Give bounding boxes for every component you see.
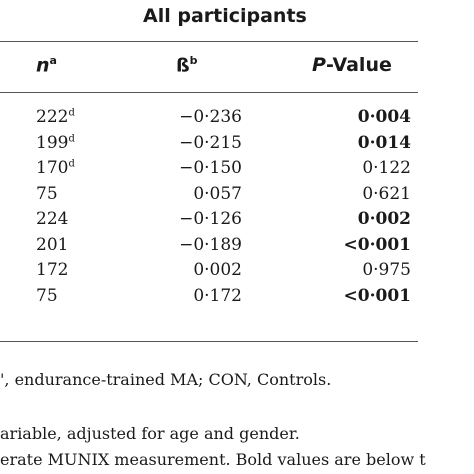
table-row: 222d −0·236 0·004	[0, 107, 474, 133]
header-n-text: n	[36, 54, 50, 77]
cell-beta: −0·150	[179, 158, 242, 178]
cell-n-footnote-mark: d	[68, 158, 75, 170]
cell-n-value: 170	[36, 158, 69, 178]
cell-n-value: 75	[36, 285, 58, 306]
cell-n-value: 201	[36, 234, 69, 255]
cell-p-value: 0·004	[357, 107, 411, 127]
cell-n: 224	[36, 209, 68, 229]
cell-n: 75	[36, 286, 58, 306]
cell-n-value: 75	[36, 183, 58, 204]
cell-p-value: 0·122	[362, 158, 411, 178]
group-title-text: All participants	[143, 5, 307, 27]
cell-n-value: 222	[36, 107, 69, 127]
cell-beta: −0·215	[179, 132, 242, 153]
table-row: 170d −0·150 0·122	[0, 158, 474, 184]
table-row: 224 −0·126 0·002	[0, 209, 474, 235]
cell-p-value: 0·002	[357, 209, 411, 229]
footnote-2: ariable, adjusted for age and gender.	[0, 424, 300, 443]
header-p-rest: -Value	[325, 54, 392, 76]
cell-beta: 0·057	[193, 183, 242, 204]
cell-n: 201	[36, 235, 68, 255]
header-p-italic: P	[312, 54, 326, 76]
table-row: 201 −0·189 <0·001	[0, 235, 474, 261]
cell-n-value: 172	[36, 260, 69, 280]
cell-n-footnote-mark: d	[68, 132, 75, 144]
cell-n: 75	[36, 184, 58, 204]
top-rule	[0, 41, 418, 42]
header-n-sup: a	[49, 54, 57, 67]
header-p-value: P-Value	[312, 54, 392, 76]
table-row: 75 0·057 0·621	[0, 184, 474, 210]
table-row: 75 0·172 <0·001	[0, 286, 474, 312]
header-beta-sup: b	[189, 54, 198, 67]
cell-n: 170d	[36, 158, 75, 178]
cell-n: 222d	[36, 107, 75, 127]
cell-p-value: 0·014	[357, 132, 411, 153]
footnote-3: erate MUNIX measurement. Bold values are…	[0, 450, 426, 469]
table-group-title: All participants	[0, 0, 474, 36]
table-row: 199d −0·215 0·014	[0, 133, 474, 159]
cell-p-value: <0·001	[343, 285, 411, 306]
header-rule	[0, 92, 418, 93]
cell-n-footnote-mark: d	[68, 107, 75, 119]
bottom-rule	[0, 341, 418, 342]
footnote-1: ', endurance-trained MA; CON, Controls.	[0, 370, 332, 389]
cell-n: 199d	[36, 133, 75, 153]
cell-beta: 0·002	[193, 260, 242, 280]
cell-n-value: 224	[36, 209, 69, 229]
header-beta: ßb	[176, 54, 198, 76]
cell-p-value: 0·621	[362, 183, 411, 204]
cell-p-value: <0·001	[343, 234, 411, 255]
cell-beta: −0·126	[179, 209, 242, 229]
cell-p-value: 0·975	[362, 260, 411, 280]
table-row: 172 0·002 0·975	[0, 260, 474, 286]
cell-beta: −0·189	[179, 234, 242, 255]
header-beta-text: ß	[176, 54, 190, 77]
header-n: na	[36, 54, 57, 76]
cell-beta: −0·236	[179, 107, 242, 127]
cell-n-value: 199	[36, 132, 69, 153]
cell-beta: 0·172	[193, 285, 242, 306]
cell-n: 172	[36, 260, 68, 280]
